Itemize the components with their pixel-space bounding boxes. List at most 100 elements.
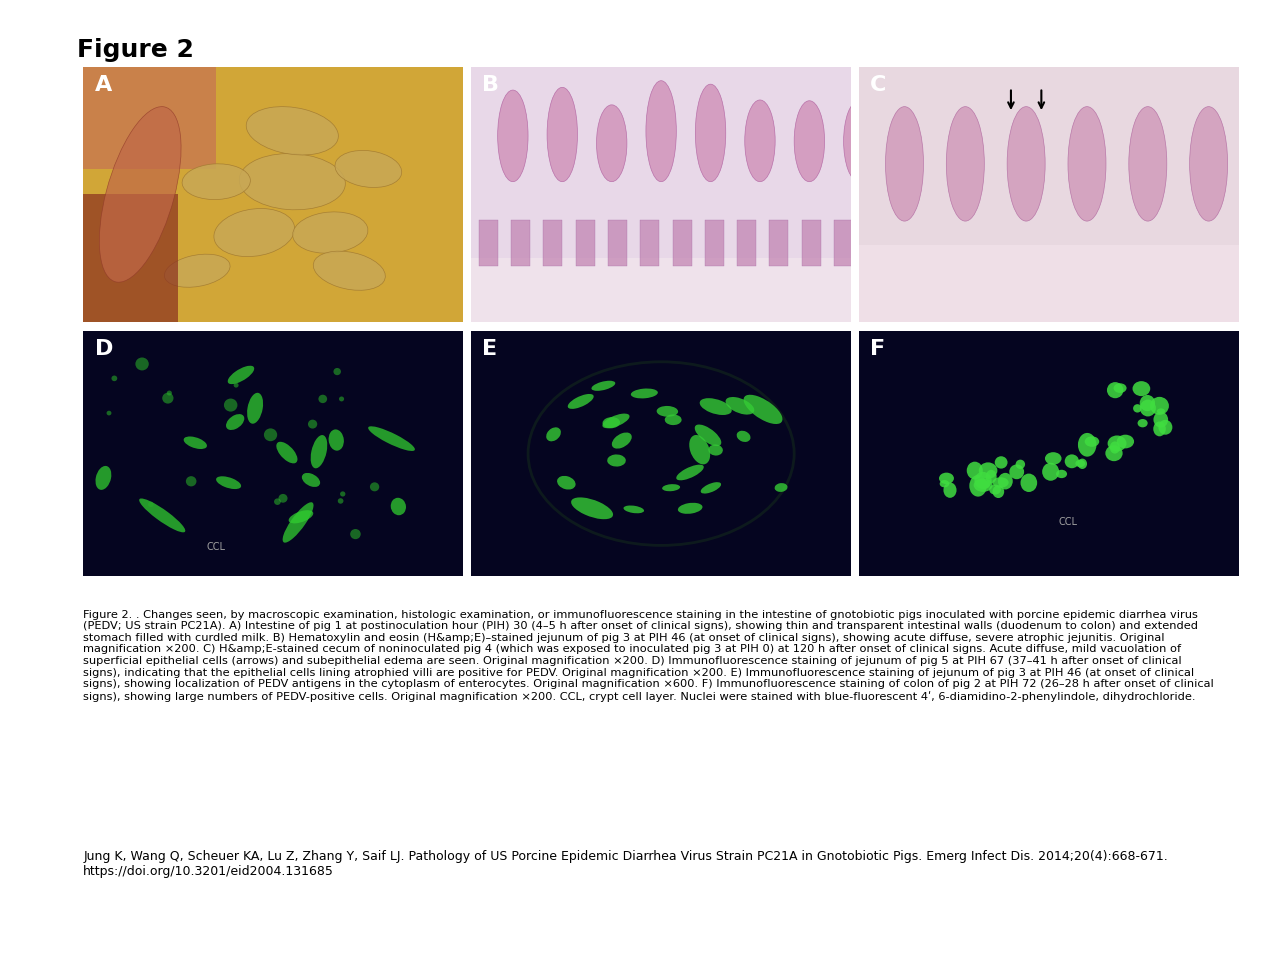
Bar <box>83 67 216 169</box>
Ellipse shape <box>547 427 561 442</box>
Ellipse shape <box>596 105 627 181</box>
Ellipse shape <box>700 482 721 493</box>
Ellipse shape <box>289 510 314 523</box>
Ellipse shape <box>623 506 644 514</box>
Ellipse shape <box>992 485 1005 498</box>
Ellipse shape <box>737 431 750 442</box>
Text: C: C <box>870 75 887 95</box>
Bar <box>835 220 852 266</box>
Ellipse shape <box>940 472 954 484</box>
Ellipse shape <box>1078 459 1087 469</box>
Ellipse shape <box>140 498 186 533</box>
Ellipse shape <box>1153 412 1169 427</box>
Ellipse shape <box>228 366 255 384</box>
Ellipse shape <box>1065 454 1079 468</box>
Text: A: A <box>95 75 111 95</box>
Bar <box>479 220 498 266</box>
Ellipse shape <box>186 476 196 487</box>
Ellipse shape <box>966 462 983 479</box>
Ellipse shape <box>695 424 722 446</box>
Ellipse shape <box>989 485 1001 494</box>
Ellipse shape <box>1133 381 1151 396</box>
Ellipse shape <box>1010 465 1024 479</box>
Ellipse shape <box>1015 460 1025 469</box>
Ellipse shape <box>603 414 630 428</box>
Ellipse shape <box>1139 395 1155 411</box>
Ellipse shape <box>794 101 824 181</box>
Ellipse shape <box>1106 445 1123 461</box>
Ellipse shape <box>148 502 154 507</box>
Text: F: F <box>870 339 886 358</box>
Ellipse shape <box>182 164 251 200</box>
Ellipse shape <box>351 529 361 540</box>
Ellipse shape <box>547 87 577 181</box>
Ellipse shape <box>283 502 314 542</box>
Ellipse shape <box>571 497 613 519</box>
Ellipse shape <box>700 398 732 415</box>
Bar <box>543 220 562 266</box>
Ellipse shape <box>1107 436 1126 451</box>
Ellipse shape <box>631 389 658 398</box>
Ellipse shape <box>339 396 344 401</box>
Ellipse shape <box>998 473 1012 490</box>
Ellipse shape <box>992 477 1009 488</box>
Ellipse shape <box>1133 404 1142 413</box>
Ellipse shape <box>498 90 529 181</box>
Bar <box>83 194 178 322</box>
Ellipse shape <box>646 81 676 181</box>
Text: B: B <box>483 75 499 95</box>
Ellipse shape <box>111 375 118 381</box>
Bar <box>471 258 851 322</box>
Ellipse shape <box>557 476 576 490</box>
Ellipse shape <box>214 208 294 256</box>
Ellipse shape <box>183 437 207 449</box>
Ellipse shape <box>886 107 923 221</box>
Ellipse shape <box>1138 419 1148 427</box>
Ellipse shape <box>164 254 230 287</box>
Ellipse shape <box>1084 437 1100 446</box>
Ellipse shape <box>274 498 280 505</box>
Ellipse shape <box>726 397 754 415</box>
Ellipse shape <box>1149 396 1169 415</box>
Ellipse shape <box>979 481 991 489</box>
Ellipse shape <box>995 456 1007 468</box>
Ellipse shape <box>986 469 997 483</box>
Ellipse shape <box>340 492 346 496</box>
Bar <box>705 220 724 266</box>
Ellipse shape <box>369 426 415 451</box>
Ellipse shape <box>708 444 723 456</box>
Ellipse shape <box>844 101 874 181</box>
Ellipse shape <box>1110 442 1120 453</box>
Ellipse shape <box>293 212 367 253</box>
Ellipse shape <box>390 498 406 516</box>
Ellipse shape <box>969 475 987 496</box>
Text: CCL: CCL <box>1059 517 1078 527</box>
Ellipse shape <box>744 395 782 424</box>
Ellipse shape <box>612 433 632 448</box>
Ellipse shape <box>264 428 278 442</box>
Ellipse shape <box>234 383 238 388</box>
Ellipse shape <box>657 406 678 417</box>
Ellipse shape <box>774 483 787 492</box>
Bar <box>576 220 595 266</box>
Bar <box>737 220 756 266</box>
Ellipse shape <box>1044 452 1061 465</box>
Ellipse shape <box>1114 383 1126 393</box>
Ellipse shape <box>946 107 984 221</box>
Ellipse shape <box>334 368 340 375</box>
Ellipse shape <box>96 466 111 490</box>
Ellipse shape <box>1107 382 1124 398</box>
Ellipse shape <box>319 395 328 403</box>
Ellipse shape <box>1116 435 1134 448</box>
Ellipse shape <box>279 493 288 503</box>
Ellipse shape <box>247 393 264 423</box>
Ellipse shape <box>106 411 111 416</box>
Ellipse shape <box>302 473 320 487</box>
Ellipse shape <box>329 429 344 450</box>
Bar <box>511 220 530 266</box>
Ellipse shape <box>136 357 148 371</box>
Ellipse shape <box>745 100 776 181</box>
Ellipse shape <box>1153 421 1166 437</box>
Ellipse shape <box>276 442 297 464</box>
Ellipse shape <box>1157 408 1165 414</box>
